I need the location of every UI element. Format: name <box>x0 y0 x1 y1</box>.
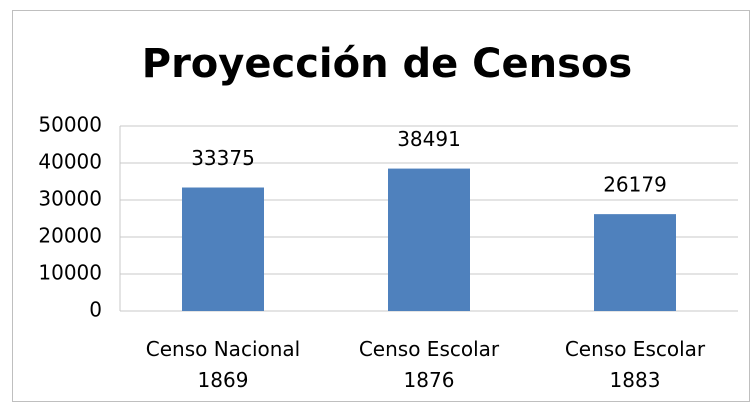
y-tick-label: 20000 <box>38 224 102 248</box>
bar <box>594 214 676 311</box>
y-tick-label: 30000 <box>38 187 102 211</box>
data-label: 33375 <box>191 146 255 170</box>
x-tick-label: Censo Nacional 1869 <box>146 337 300 392</box>
bar <box>182 187 264 311</box>
x-tick-label: Censo Escolar 1883 <box>565 337 706 392</box>
data-label: 38491 <box>397 127 461 151</box>
chart-frame <box>12 10 750 402</box>
data-label: 26179 <box>603 173 667 197</box>
y-tick-label: 50000 <box>38 113 102 137</box>
y-tick-label: 40000 <box>38 150 102 174</box>
y-tick-label: 10000 <box>38 261 102 285</box>
bar <box>388 168 470 311</box>
chart-title: Proyección de Censos <box>142 41 633 87</box>
x-tick-label: Censo Escolar 1876 <box>359 337 500 392</box>
y-tick-label: 0 <box>89 298 102 322</box>
